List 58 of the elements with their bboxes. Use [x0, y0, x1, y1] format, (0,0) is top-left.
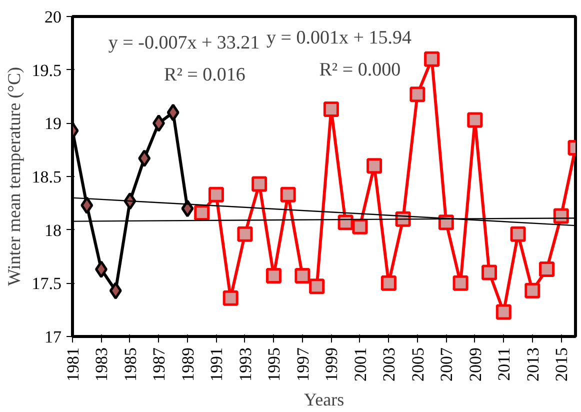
point: [166, 104, 180, 122]
y-tick-label: 18.5: [32, 168, 62, 186]
y-tick-label: 19: [44, 114, 62, 134]
annotation: y = 0.001x + 15.94 R² = 0.000: [266, 27, 412, 80]
point: [323, 102, 339, 118]
point: [109, 282, 122, 300]
y-tick-label: 19.5: [32, 60, 62, 80]
y-tick-label: 17.5: [32, 274, 62, 294]
x-tick-label: 1987: [150, 347, 169, 382]
annotation: y = -0.007x + 33.21 R² = 0.016: [108, 32, 260, 86]
x-tick-label: 2015: [552, 348, 572, 382]
x-tick-label: 2001: [350, 348, 370, 382]
point: [524, 282, 540, 298]
x-tick-label: 1993: [236, 348, 255, 382]
point: [208, 186, 224, 202]
point: [181, 200, 194, 218]
point: [237, 226, 253, 242]
point: [467, 112, 483, 128]
y-axis-title: Winter mean temperature (°C): [4, 67, 24, 286]
x-tick-label: 1983: [92, 348, 112, 382]
x-tick-label: 2009: [466, 348, 485, 382]
y-tick-label: 20: [44, 8, 62, 26]
y-tick-label: 18: [44, 220, 62, 240]
x-tick-label: 1999: [322, 348, 342, 382]
point: [138, 150, 151, 168]
x-tick-label: 2003: [380, 348, 399, 382]
point: [294, 268, 310, 284]
point: [266, 268, 282, 284]
x-tick-label: 1995: [264, 348, 284, 382]
point: [222, 290, 238, 306]
point: [366, 158, 382, 174]
x-tick-label: 1981: [64, 348, 82, 382]
x-tick-label: 2005: [408, 348, 428, 382]
point: [496, 304, 512, 320]
point: [252, 176, 268, 192]
x-tick-label: 1989: [178, 348, 198, 382]
x-axis-title: Years: [304, 390, 344, 410]
point: [80, 196, 94, 214]
point: [94, 260, 108, 278]
point: [152, 114, 165, 132]
x-tick-label: 2013: [523, 348, 542, 382]
point: [482, 264, 498, 280]
x-tick-label: 1997: [293, 347, 312, 382]
point: [194, 205, 210, 221]
point: [380, 275, 396, 291]
point: [452, 275, 468, 291]
x-tick-label: 1991: [207, 348, 226, 382]
point: [539, 262, 555, 278]
point: [280, 186, 296, 202]
x-tick-label: 1985: [120, 348, 140, 382]
point: [352, 218, 368, 234]
point: [424, 51, 440, 67]
point: [410, 86, 426, 102]
x-tick-label: 2007: [437, 347, 456, 382]
point: [309, 278, 325, 294]
point: [510, 226, 526, 242]
y-tick-label: 17: [44, 328, 62, 346]
x-tick-label: 2011: [494, 347, 514, 381]
